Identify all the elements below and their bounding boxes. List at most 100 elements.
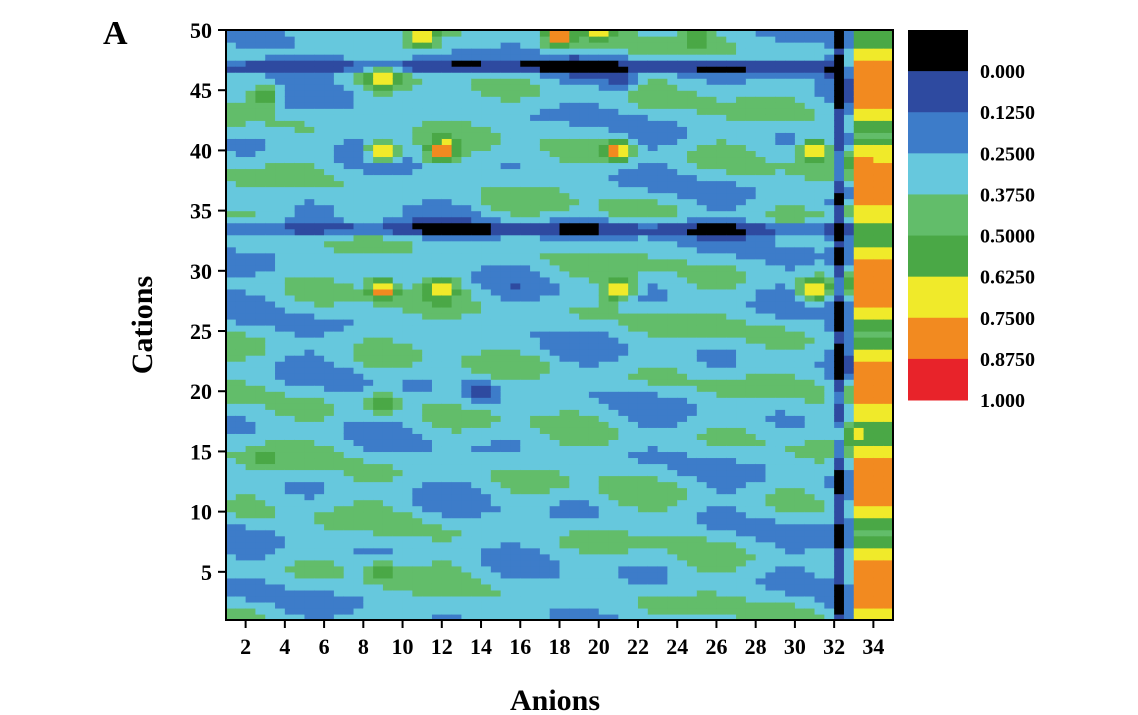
contour-cell [431, 72, 443, 79]
contour-cell [667, 90, 678, 97]
contour-cell [471, 252, 482, 260]
contour-cell [382, 367, 394, 374]
contour-cell [628, 114, 639, 121]
contour-cell [490, 613, 502, 620]
contour-cell [490, 192, 502, 200]
contour-cell [343, 469, 355, 477]
contour-cell [461, 258, 472, 266]
contour-cell [422, 337, 433, 344]
contour-cell [304, 114, 315, 121]
contour-cell [471, 240, 482, 248]
contour-cell [637, 553, 649, 561]
contour-cell [324, 367, 335, 374]
contour-cell [431, 571, 443, 579]
contour-cell [392, 204, 404, 212]
contour-cell [637, 535, 649, 543]
contour-cell [412, 325, 423, 332]
contour-cell [569, 72, 580, 79]
contour-cell [569, 595, 580, 603]
contour-cell [490, 379, 502, 386]
contour-cell [579, 505, 590, 513]
contour-cell [481, 535, 492, 543]
contour-cell [245, 234, 257, 242]
contour-cell [382, 523, 394, 531]
contour-cell [275, 228, 286, 236]
contour-cell [382, 379, 394, 386]
contour-cell [363, 282, 374, 290]
contour-cell [412, 331, 423, 338]
contour-cell [588, 210, 600, 218]
contour-cell [490, 433, 502, 440]
contour-cell [382, 150, 394, 158]
contour-cell [235, 282, 247, 290]
contour-cell [245, 300, 257, 308]
contour-cell [333, 270, 345, 278]
contour-cell [324, 306, 335, 314]
contour-cell [618, 240, 629, 248]
contour-cell [481, 54, 492, 61]
contour-cell [588, 565, 600, 573]
contour-cell [402, 318, 413, 326]
contour-cell [382, 300, 394, 308]
contour-cell [696, 30, 708, 37]
contour-cell [696, 505, 708, 513]
contour-cell [275, 102, 286, 109]
contour-cell [304, 156, 315, 164]
contour-cell [382, 264, 394, 272]
contour-cell [539, 216, 551, 224]
contour-cell [255, 318, 266, 326]
contour-cell [657, 162, 668, 170]
contour-cell [530, 451, 541, 459]
contour-cell [353, 138, 364, 145]
contour-cell [255, 96, 266, 103]
contour-cell [559, 421, 570, 428]
contour-cell [392, 505, 404, 513]
contour-cell [647, 294, 659, 302]
contour-cell [431, 409, 443, 416]
contour-cell [343, 162, 355, 170]
contour-cell [677, 174, 688, 182]
contour-cell [687, 222, 698, 230]
contour-cell [696, 72, 708, 79]
contour-cell [637, 192, 649, 200]
contour-cell [677, 84, 688, 91]
contour-cell [579, 186, 590, 194]
contour-cell [373, 36, 384, 43]
contour-cell [402, 216, 413, 224]
contour-cell [422, 60, 433, 67]
contour-cell [226, 198, 237, 206]
contour-cell [451, 318, 463, 326]
contour-cell [637, 60, 649, 67]
contour-cell [618, 583, 629, 591]
contour-cell [235, 144, 247, 152]
contour-cell [441, 493, 453, 501]
contour-cell [275, 132, 286, 139]
contour-cell [706, 270, 718, 278]
contour-cell [392, 180, 404, 188]
contour-cell [353, 403, 364, 410]
contour-cell [608, 318, 619, 326]
contour-cell [549, 42, 561, 49]
contour-cell [412, 198, 423, 206]
contour-cell [255, 132, 266, 139]
contour-cell [598, 198, 610, 206]
contour-cell [706, 240, 718, 248]
contour-cell [402, 198, 413, 206]
contour-cell [265, 391, 276, 398]
contour-cell [333, 595, 345, 603]
contour-cell [382, 433, 394, 440]
contour-cell [333, 36, 345, 43]
contour-cell [294, 361, 306, 368]
contour-cell [677, 30, 688, 37]
contour-cell [226, 288, 237, 296]
contour-cell [628, 42, 639, 49]
contour-cell [402, 294, 413, 302]
contour-cell [314, 144, 325, 152]
contour-cell [353, 60, 364, 67]
contour-cell [324, 126, 335, 133]
contour-cell [431, 144, 443, 152]
contour-cell [520, 210, 531, 218]
contour-cell [471, 222, 482, 230]
contour-cell [314, 469, 325, 477]
contour-cell [500, 355, 512, 362]
